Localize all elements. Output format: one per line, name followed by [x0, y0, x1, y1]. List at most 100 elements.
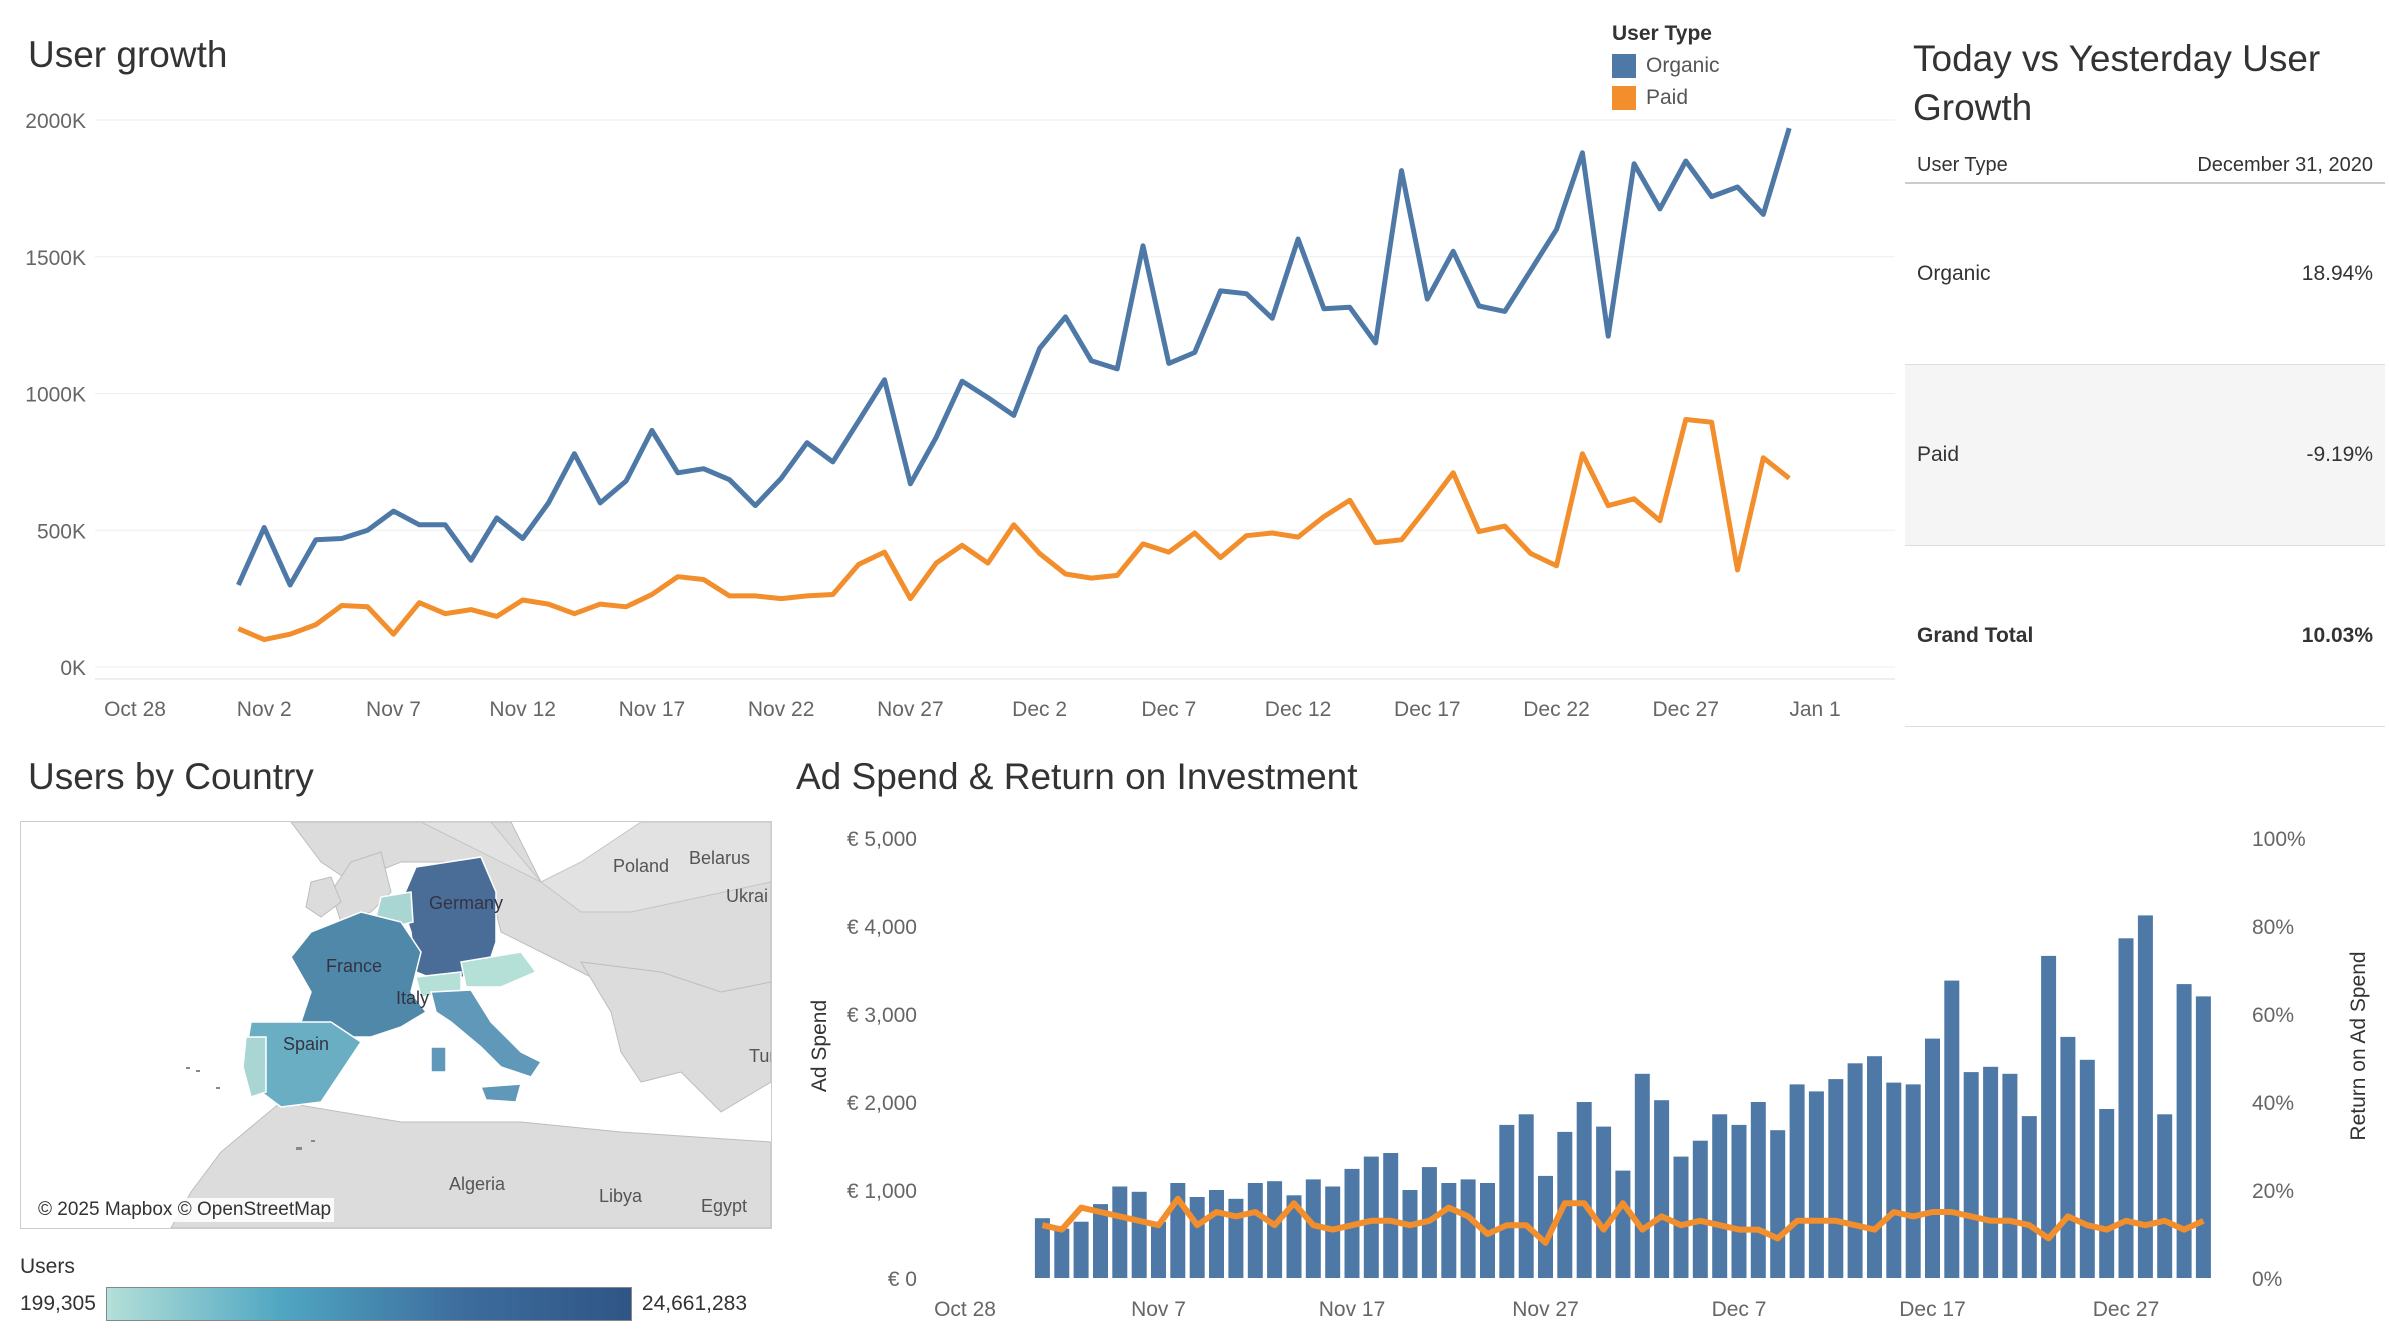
map-island — [186, 1067, 190, 1069]
growth-x-tick: Dec 17 — [1394, 698, 1461, 721]
table-row[interactable]: Paid -9.19% — [1905, 365, 2385, 546]
ad-spend-bar — [1112, 1186, 1128, 1278]
ad-spend-bar — [2021, 1116, 2037, 1278]
growth-y-tick: 2000K — [25, 110, 86, 133]
ad-spend-bar — [1421, 1167, 1437, 1278]
ad-spend-bar — [1596, 1126, 1612, 1278]
growth-x-tick: Nov 17 — [619, 698, 686, 721]
growth-x-tick: Nov 7 — [366, 698, 421, 721]
ad-spend-bar — [1499, 1124, 1515, 1278]
ad-y2-tick: 40% — [2252, 1092, 2294, 1115]
ad-spend-bar — [1538, 1175, 1553, 1278]
users-color-legend: Users 199,305 24,661,283 — [20, 1255, 770, 1321]
ad-spend-bar — [1267, 1181, 1283, 1278]
ad-spend-bar — [1441, 1183, 1457, 1278]
map-land-ireland — [305, 876, 342, 918]
ad-spend-bar — [2002, 1073, 2018, 1278]
map-label-spain: Spain — [283, 1034, 329, 1054]
users-by-country-map[interactable]: Poland Belarus Ukrai Germany France Ital… — [20, 821, 772, 1229]
tvy-row-type: Organic — [1917, 262, 1991, 285]
ad-spend-bar — [2157, 1114, 2173, 1278]
map-land-balkans — [580, 961, 771, 1113]
ad-spend-bar — [1750, 1102, 1766, 1278]
tvy-col-user-type: User Type — [1917, 153, 2008, 176]
ad-spend-bar — [1363, 1156, 1379, 1278]
ad-y2-tick: 0% — [2252, 1268, 2282, 1291]
ad-spend-bar — [1905, 1084, 1921, 1278]
map-country-portugal[interactable] — [242, 1036, 267, 1098]
map-island — [311, 1140, 315, 1142]
ad-spend-bar — [1093, 1204, 1108, 1278]
growth-series-line-organic — [236, 127, 1792, 588]
ad-spend-bar — [1054, 1228, 1070, 1278]
growth-x-tick: Jan 1 — [1789, 698, 1840, 721]
table-row[interactable]: Organic 18.94% — [1905, 184, 2385, 365]
ad-spend-bar — [1576, 1102, 1592, 1278]
tvy-col-date: December 31, 2020 — [2197, 153, 2373, 176]
map-attribution[interactable]: © 2025 Mapbox © OpenStreetMap — [35, 1198, 335, 1222]
ad-spend-bar — [1615, 1170, 1631, 1278]
map-country-france[interactable] — [290, 911, 428, 1038]
growth-x-tick: Dec 12 — [1265, 698, 1332, 721]
ad-spend-bar — [1692, 1140, 1708, 1278]
map-island — [216, 1087, 220, 1089]
ad-y-tick: € 5,000 — [847, 828, 917, 851]
legend-title: User Type — [1612, 22, 1712, 45]
map-label-algeria: Algeria — [449, 1174, 506, 1194]
users-legend-row: 199,305 24,661,283 — [20, 1287, 770, 1321]
ad-x-tick: Nov 17 — [1319, 1298, 1386, 1321]
growth-y-tick: 1000K — [25, 384, 86, 407]
ad-spend-bar — [2118, 938, 2134, 1278]
legend-item-paid[interactable]: Paid — [1612, 86, 1720, 110]
growth-x-tick: Oct 28 — [104, 698, 166, 721]
tvy-table: User Type December 31, 2020 Organic 18.9… — [1905, 148, 2385, 727]
ad-spend-title: Ad Spend & Return on Investment — [796, 756, 1358, 797]
ad-spend-bar — [1944, 980, 1960, 1278]
growth-x-tick: Nov 22 — [748, 698, 815, 721]
tvy-title: Today vs Yesterday User Growth — [1913, 34, 2320, 132]
ad-spend-bar — [1189, 1197, 1205, 1278]
map-country-sardinia[interactable] — [430, 1046, 447, 1073]
map-label-france: France — [326, 956, 382, 976]
growth-y-tick: 500K — [37, 520, 86, 543]
map-label-ukraine: Ukrai — [726, 886, 768, 906]
growth-y-tick: 0K — [60, 657, 86, 680]
ad-spend-bar — [1286, 1195, 1302, 1278]
ad-spend-bar — [2176, 984, 2192, 1278]
ad-y2-axis-label: Return on Ad Spend — [2347, 951, 2370, 1140]
tvy-row-value: 18.94% — [2301, 262, 2373, 285]
ad-spend-bar — [1963, 1072, 1979, 1278]
table-row-grand-total[interactable]: Grand Total 10.03% — [1905, 546, 2385, 727]
legend-swatch-paid — [1612, 86, 1636, 110]
ad-spend-bar — [1770, 1130, 1786, 1278]
map-country-austria[interactable] — [460, 951, 538, 988]
ad-spend-bar — [1712, 1114, 1728, 1278]
map-label-egypt: Egypt — [701, 1196, 747, 1216]
legend-swatch-organic — [1612, 54, 1636, 78]
growth-x-tick: Nov 2 — [237, 698, 292, 721]
roas-series-line — [1041, 1195, 2205, 1246]
map-label-libya: Libya — [599, 1186, 643, 1206]
map-country-sicily[interactable] — [479, 1083, 523, 1103]
users-legend-gradient — [105, 1287, 632, 1321]
ad-spend-bar — [1305, 1179, 1321, 1278]
ad-x-tick: Dec 17 — [1899, 1298, 1966, 1321]
legend-item-organic[interactable]: Organic — [1612, 54, 1720, 78]
ad-x-tick: Dec 27 — [2093, 1298, 2160, 1321]
growth-x-tick: Dec 27 — [1652, 698, 1719, 721]
legend-label-organic: Organic — [1646, 54, 1720, 77]
ad-spend-bar — [1460, 1179, 1476, 1278]
ad-spend-bar — [1209, 1190, 1224, 1278]
tvy-title-line1: Today vs Yesterday User — [1913, 38, 2321, 79]
ad-spend-bar — [2099, 1109, 2115, 1278]
ad-x-tick: Nov 7 — [1131, 1298, 1186, 1321]
ad-spend-bar — [1151, 1221, 1166, 1278]
ad-y-tick: € 3,000 — [847, 1004, 917, 1027]
growth-x-tick: Dec 2 — [1012, 698, 1067, 721]
users-by-country-title: Users by Country — [28, 756, 314, 797]
ad-spend-bar — [1518, 1114, 1534, 1278]
ad-y2-tick: 100% — [2252, 828, 2306, 851]
ad-spend-bar — [1557, 1131, 1573, 1278]
map-country-italy[interactable] — [430, 989, 543, 1078]
ad-spend-bar — [1383, 1153, 1399, 1278]
